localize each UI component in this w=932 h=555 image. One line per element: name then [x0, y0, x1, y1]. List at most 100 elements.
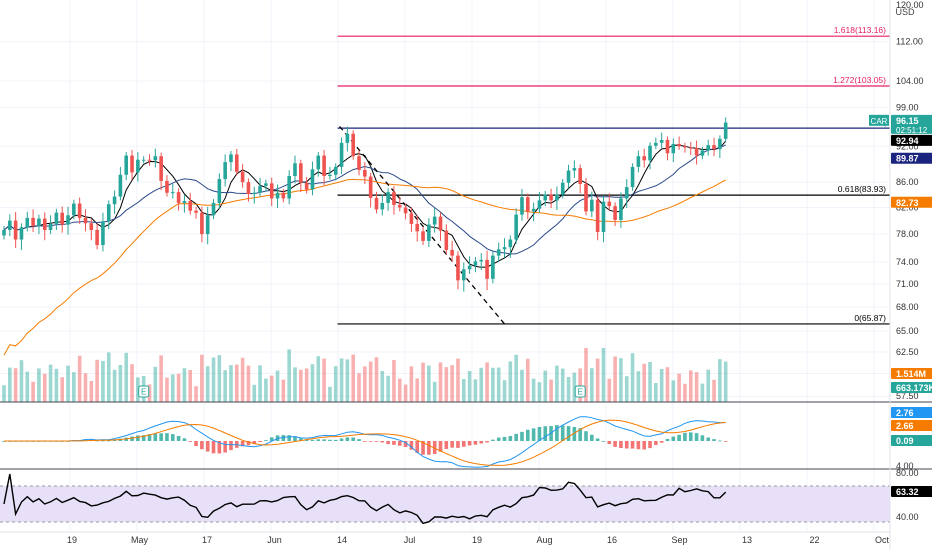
macd-histogram-bar	[386, 441, 390, 445]
candle	[590, 191, 594, 218]
macd-histogram-bar	[555, 425, 559, 441]
macd-histogram-bar	[159, 433, 163, 441]
badge-macd-signal-bg	[891, 420, 932, 431]
candle	[170, 183, 175, 199]
candle	[281, 188, 286, 203]
candle-body	[508, 239, 513, 248]
candle	[252, 186, 257, 204]
candle-body	[269, 183, 274, 199]
candle	[66, 206, 70, 235]
badge-ma-slow-text: 82.73	[896, 198, 919, 208]
candle-body	[275, 192, 280, 199]
volume-bar	[648, 362, 652, 402]
candle	[549, 188, 553, 209]
macd-histogram-bar	[566, 426, 571, 441]
badge-rsi-text: 63.32	[896, 487, 919, 497]
price-tick-label: 68.00	[896, 302, 919, 312]
candle-body	[683, 146, 687, 148]
rsi-tick-label: 40.00	[896, 512, 919, 522]
time-tick-label: 13	[742, 535, 752, 545]
candle-body	[25, 217, 30, 228]
symbol-tag: CAR	[869, 114, 889, 126]
macd-line	[4, 416, 726, 468]
candle-body	[659, 139, 664, 143]
candle	[584, 178, 588, 216]
volume-bar	[95, 359, 99, 402]
candle-body	[368, 176, 373, 198]
macd-histogram-bar	[450, 441, 454, 448]
candle	[514, 208, 518, 244]
macd-histogram-bar	[176, 436, 181, 441]
macd-histogram-bar	[543, 426, 548, 441]
candle-body	[130, 155, 134, 173]
candle	[269, 177, 274, 207]
badge-volume-text: 663.173K	[896, 383, 932, 393]
price-tick-label: 65.00	[896, 326, 919, 336]
candle-body	[118, 174, 123, 197]
candle-body	[619, 198, 623, 220]
macd-histogram-bar	[333, 439, 338, 441]
candle-body	[642, 156, 646, 161]
candle-body	[310, 169, 315, 190]
volume-bar	[374, 357, 379, 402]
volume-bar	[106, 352, 111, 402]
volume-bar	[229, 365, 233, 402]
macd-histogram-bar	[170, 434, 175, 441]
candle-body	[415, 223, 420, 232]
macd-histogram-bar	[95, 440, 99, 442]
candle-body	[235, 154, 239, 172]
volume-bar	[560, 368, 565, 402]
time-tick-label: 19	[472, 535, 482, 545]
volume-bar	[624, 376, 629, 402]
price-tick-label: 120.00	[896, 0, 924, 10]
volume-bar	[223, 370, 227, 402]
macd-histogram-bar	[101, 440, 105, 442]
macd-histogram-bar	[444, 441, 449, 450]
candle-body	[467, 265, 472, 270]
earnings-marker-box	[138, 385, 150, 398]
candle	[496, 242, 501, 263]
candle-body	[182, 201, 187, 203]
candle-body	[665, 139, 670, 154]
candle	[235, 148, 239, 176]
candle-body	[706, 145, 711, 151]
volume-bar	[363, 366, 367, 402]
volume-bar	[549, 379, 553, 402]
price-tick-label: 57.50	[896, 391, 919, 401]
volume-bar	[537, 382, 542, 402]
candle-body	[293, 163, 297, 176]
candle	[555, 186, 559, 211]
candle-body	[485, 259, 489, 279]
macd-histogram-bar	[531, 428, 536, 441]
candle	[694, 140, 699, 165]
candle	[211, 199, 216, 220]
candle	[31, 209, 35, 233]
candle-body	[165, 180, 169, 193]
macd-histogram-bar	[304, 439, 309, 441]
candle	[182, 194, 187, 213]
candle-body	[700, 150, 705, 156]
candle-body	[456, 255, 460, 281]
candle-body	[281, 192, 286, 199]
time-axis[interactable]: 19 May 17 Jun 14 Jul 19 Aug 16 Sep 13 22 Oct	[0, 531, 890, 545]
candle	[601, 195, 606, 243]
candle	[619, 192, 623, 228]
candle-body	[112, 196, 117, 205]
volume-bar	[310, 364, 315, 402]
candle	[77, 197, 82, 224]
candle	[526, 193, 530, 220]
volume-bar	[25, 371, 30, 402]
badge-last-price-sub: 02:51:12	[896, 126, 928, 135]
volume-bar	[456, 358, 460, 402]
macd-histogram-bar	[642, 441, 646, 450]
macd-histogram-bar	[537, 427, 542, 441]
candle-body	[427, 224, 431, 241]
macd-histogram-bar	[572, 426, 577, 441]
candle	[293, 155, 297, 184]
candle	[700, 146, 705, 160]
candle	[392, 186, 396, 215]
candle-body	[613, 206, 617, 220]
